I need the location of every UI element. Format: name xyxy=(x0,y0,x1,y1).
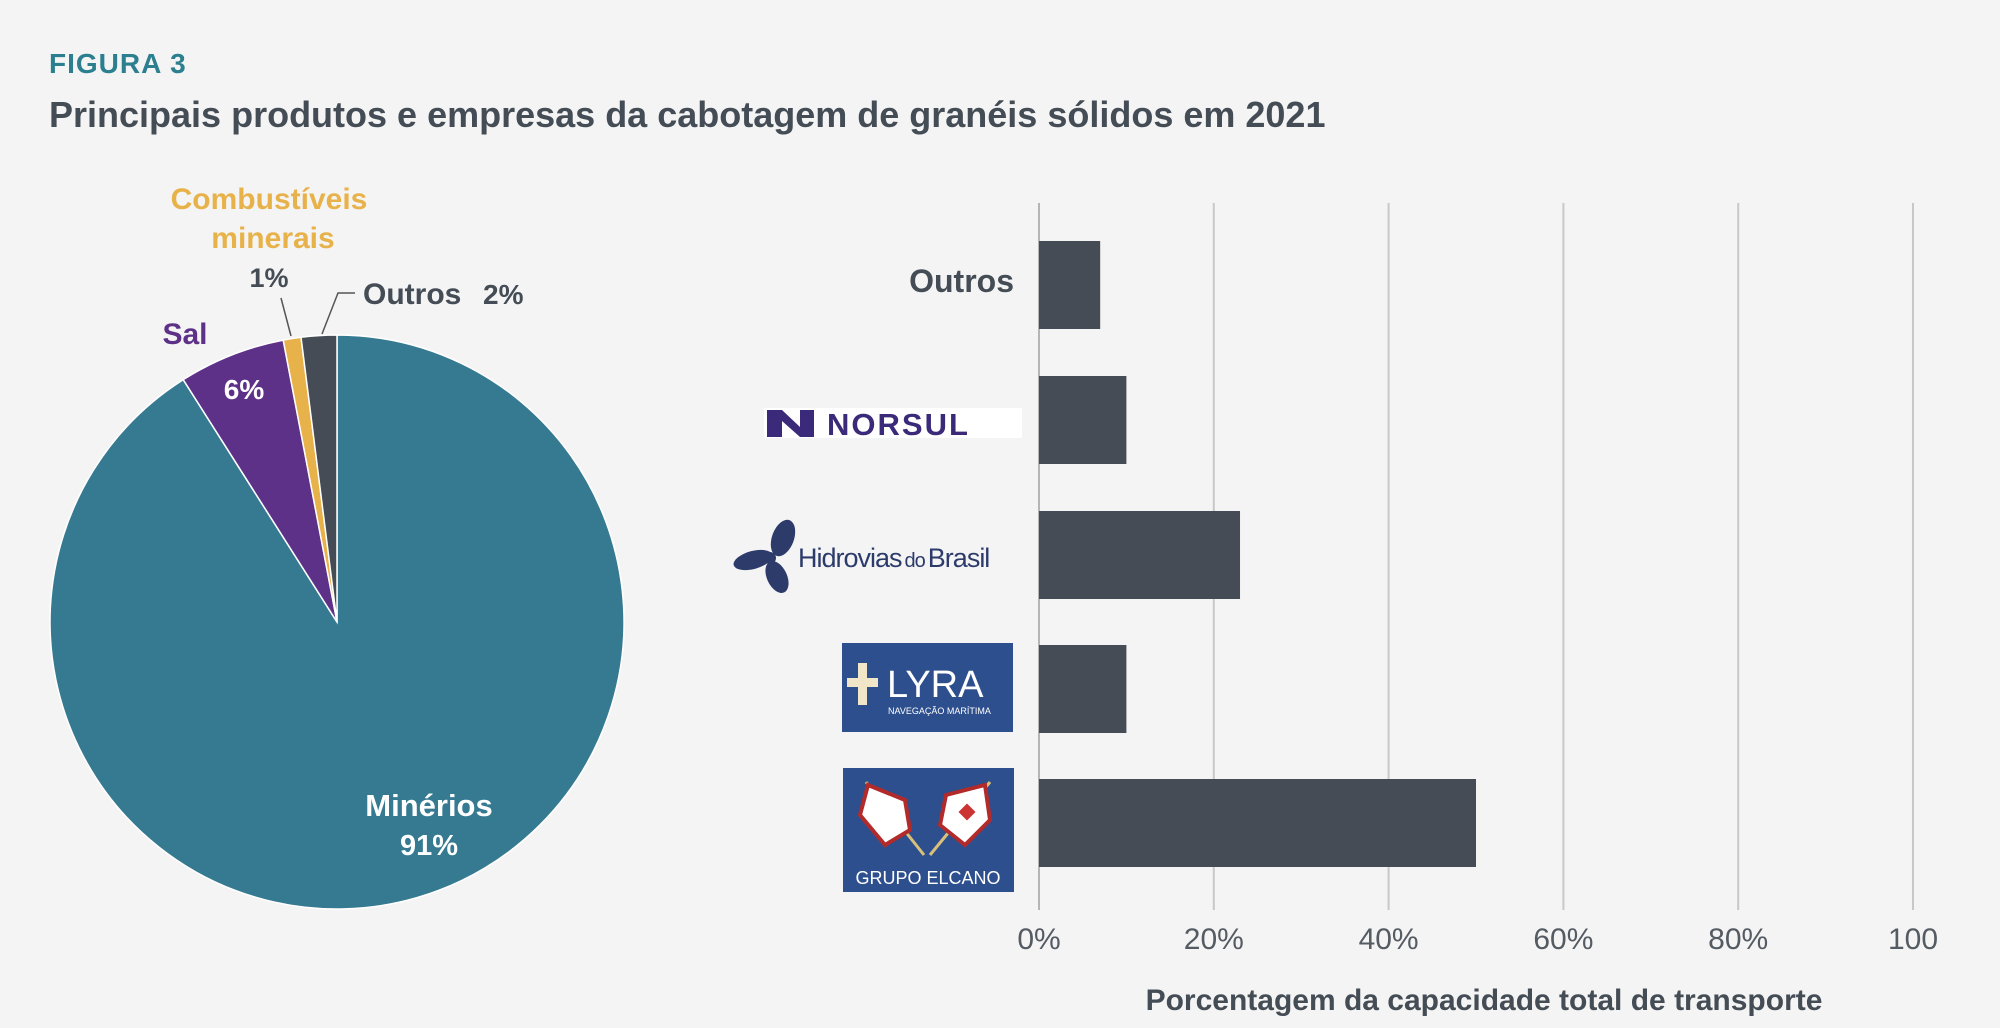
x-tick-labels: 0% 20% 40% 60% 80% 100 xyxy=(1017,923,1938,956)
label-minerios-pct: 91% xyxy=(400,830,458,862)
leader-outros xyxy=(321,292,355,335)
figure-label: FIGURA 3 xyxy=(49,48,187,79)
pie-slice-outros xyxy=(300,334,338,623)
label-sal-pct: 6% xyxy=(224,374,265,405)
x-axis-label: Porcentagem da capacidade total de trans… xyxy=(1146,984,1823,1017)
bar-hidrovias-do-brasil xyxy=(1039,511,1241,599)
hidrovias-logo: Hidrovias do Brasil xyxy=(733,519,990,593)
label-sal-name: Sal xyxy=(162,318,207,351)
category-outros: Outros xyxy=(909,263,1014,299)
label-outros-name: Outros xyxy=(363,278,461,311)
bar-lyra xyxy=(1039,645,1127,733)
x-tick-label: 100 xyxy=(1888,923,1938,956)
bars xyxy=(1039,241,1476,867)
label-minerios-name: Minérios xyxy=(365,788,492,823)
bar-norsul xyxy=(1039,376,1127,464)
norsul-logo: NORSUL xyxy=(764,407,1022,442)
elcano-wordmark: GRUPO ELCANO xyxy=(855,868,1000,888)
hidrovias-wordmark: Hidrovias do Brasil xyxy=(798,543,989,573)
lyra-subtitle: NAVEGAÇÃO MARÍTIMA xyxy=(888,706,991,716)
hidrovias-propeller-icon xyxy=(733,519,796,593)
bar-grupo-elcano xyxy=(1039,779,1476,867)
chart-title: Principais produtos e empresas da cabota… xyxy=(49,94,1326,135)
lyra-cross-icon xyxy=(847,663,878,705)
lyra-wordmark: LYRA xyxy=(887,664,984,706)
pie-chart xyxy=(49,334,625,910)
x-tick-label: 0% xyxy=(1017,923,1060,956)
elcano-flags-icon xyxy=(857,781,993,856)
label-outros-pct: 2% xyxy=(483,279,524,310)
norsul-wordmark: NORSUL xyxy=(827,407,970,442)
bar-outros xyxy=(1039,241,1101,329)
label-combustiveis-pct: 1% xyxy=(249,263,288,293)
label-combustiveis-line2: minerais xyxy=(211,222,334,255)
elcano-logo: GRUPO ELCANO xyxy=(843,768,1014,892)
leader-combustiveis xyxy=(280,297,292,337)
x-tick-label: 60% xyxy=(1533,923,1593,956)
pie-labels: Minérios 91% Sal 6% Combustíveis minerai… xyxy=(162,183,523,862)
norsul-mark-icon xyxy=(767,410,814,437)
x-tick-label: 80% xyxy=(1708,923,1768,956)
x-tick-label: 20% xyxy=(1184,923,1244,956)
lyra-logo: LYRA NAVEGAÇÃO MARÍTIMA xyxy=(842,643,1013,732)
x-tick-label: 40% xyxy=(1359,923,1419,956)
label-combustiveis-line1: Combustíveis xyxy=(171,183,368,216)
